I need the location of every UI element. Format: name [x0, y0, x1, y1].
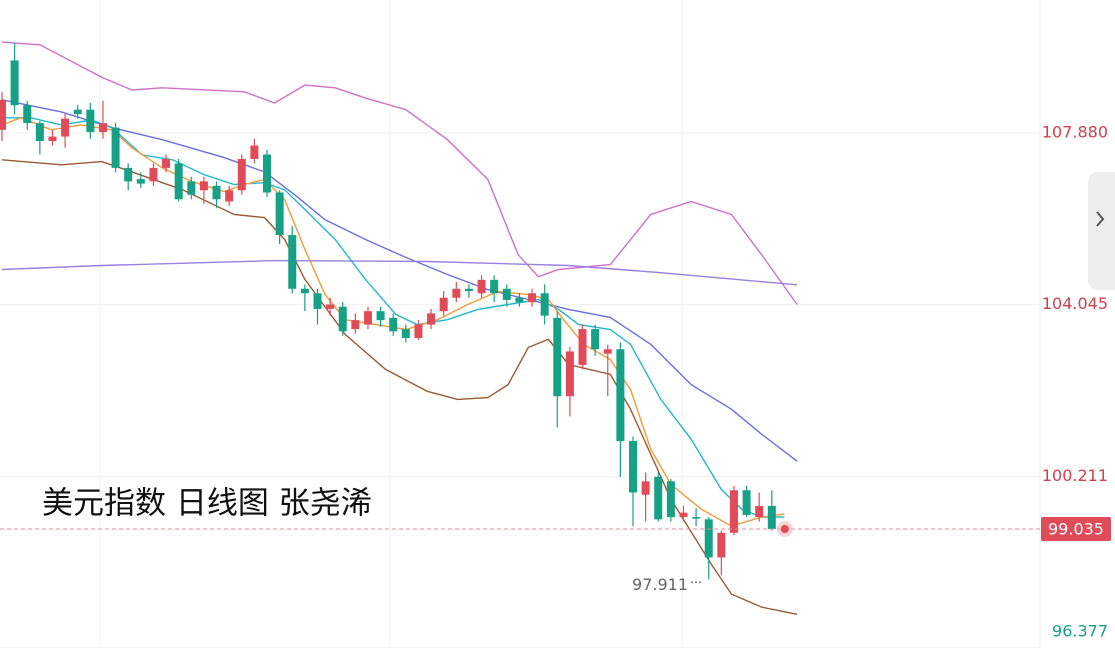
candle-body — [187, 181, 196, 195]
candle-body — [439, 297, 448, 312]
candle-body — [48, 136, 57, 142]
candle-body — [35, 123, 44, 142]
y-tick-label: 100.211 — [1042, 466, 1108, 485]
ma-line — [1, 41, 798, 305]
candle-body — [61, 118, 70, 137]
candle-body — [414, 324, 423, 339]
candle-body — [477, 279, 486, 294]
candle-body — [729, 490, 738, 533]
candle-body — [351, 320, 360, 330]
candle-body — [515, 297, 524, 303]
ma-line — [1, 259, 798, 286]
candle-body — [755, 505, 764, 518]
candle-body — [717, 532, 726, 558]
candle-body — [427, 313, 436, 325]
candle-body — [704, 519, 713, 558]
candle-body — [174, 163, 183, 200]
last-dot — [780, 524, 789, 533]
candle-body — [10, 60, 19, 106]
candle-body — [553, 317, 562, 397]
candle-body — [250, 145, 259, 159]
candle-body — [540, 293, 549, 316]
candle-body — [629, 441, 637, 493]
candle-body — [73, 109, 82, 115]
candle-body — [86, 109, 95, 133]
candle-body — [376, 311, 385, 321]
candle-body — [490, 279, 499, 294]
low-label: 97.911 — [632, 575, 688, 594]
candle-body — [300, 288, 309, 294]
candle-body — [767, 505, 776, 529]
candle-body — [313, 293, 322, 309]
tab-arrow[interactable] — [1096, 211, 1105, 227]
candle-body — [616, 349, 625, 442]
candle-body — [591, 329, 600, 350]
chart-title: 美元指数 日线图 张尧浠 — [42, 486, 372, 522]
candle-body — [401, 329, 410, 339]
ma-line — [1, 159, 798, 615]
candle-body — [679, 512, 688, 518]
candle-body — [641, 481, 650, 495]
candle-body — [162, 158, 171, 168]
candle-body — [363, 311, 372, 325]
candle-body — [98, 123, 107, 133]
candle-body — [136, 179, 145, 184]
last-price-box — [1041, 516, 1111, 541]
candle-body — [603, 349, 612, 354]
candle-body — [263, 154, 272, 193]
candle-body — [124, 167, 133, 182]
candle-body — [225, 190, 234, 202]
y-tick-label: 104.045 — [1042, 294, 1108, 313]
candle-body — [692, 517, 701, 519]
candle-body — [654, 476, 663, 520]
candle-body — [275, 192, 284, 236]
candle-body — [288, 235, 297, 289]
candle-body — [742, 490, 751, 515]
candle-body — [528, 293, 537, 303]
y-tick-label: 96.377 — [1052, 622, 1108, 641]
side-tab[interactable] — [1088, 172, 1115, 290]
low-dots — [691, 581, 693, 584]
ma-line — [1, 99, 798, 462]
y-tick-label: 107.880 — [1042, 122, 1108, 141]
candle-body — [338, 306, 347, 332]
candle-body — [666, 481, 675, 518]
candle-body — [0, 99, 6, 130]
candle-body — [326, 304, 335, 309]
candle-body — [565, 351, 574, 397]
candle-body — [199, 181, 208, 191]
candle-body — [149, 167, 158, 182]
candle-body — [212, 185, 221, 200]
low-dots — [699, 581, 701, 584]
low-dots — [695, 581, 697, 584]
candle-body — [111, 127, 120, 168]
candle-body — [502, 288, 511, 300]
candle-body — [23, 105, 32, 124]
candle-body — [452, 288, 461, 298]
candle-body — [389, 317, 398, 332]
candle-body — [578, 329, 587, 365]
candle-body — [464, 288, 473, 292]
candle-body — [237, 158, 246, 191]
last-price-label: 99.035 — [1048, 519, 1104, 538]
